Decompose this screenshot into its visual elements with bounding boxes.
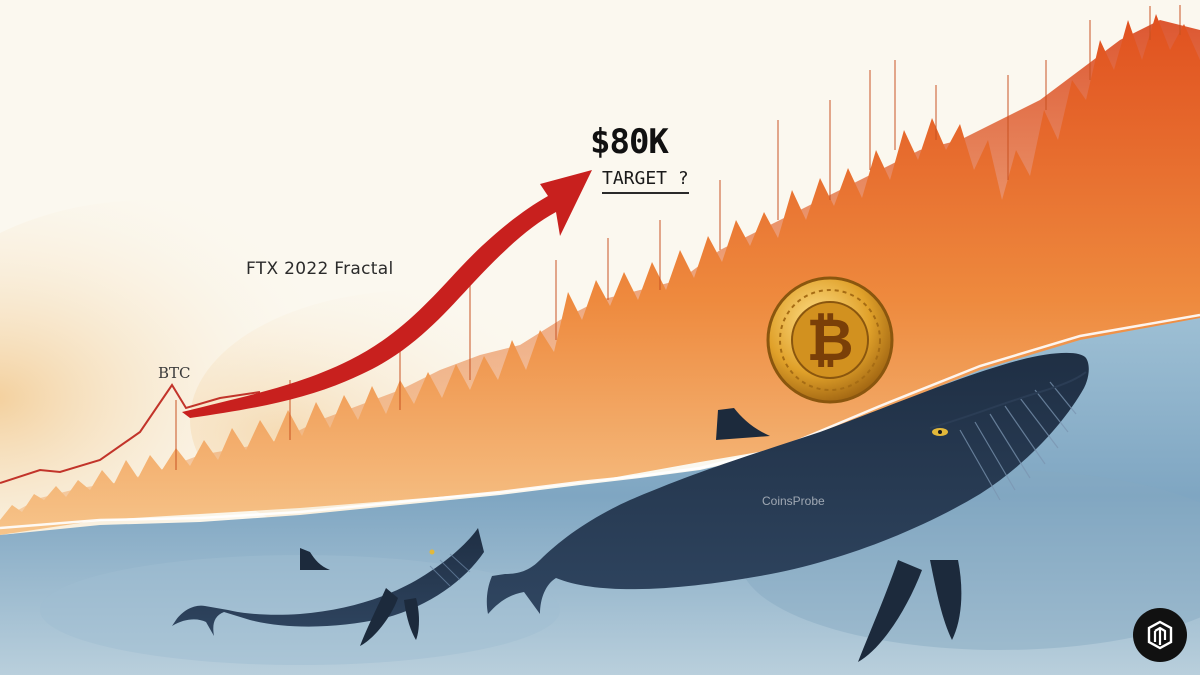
water-surface-line: [0, 313, 1200, 530]
svg-text:₿: ₿: [806, 306, 853, 374]
red-up-arrow: [182, 170, 592, 418]
fractal-label: FTX 2022 Fractal: [246, 259, 394, 279]
watermark: CoinsProbe: [762, 494, 825, 508]
btc-line: [0, 383, 261, 484]
water-wash: [40, 555, 560, 665]
coinsprobe-logo-icon[interactable]: [1133, 608, 1187, 662]
bitcoin-coin-icon: ₿: [766, 276, 894, 404]
target-label: TARGET ?: [602, 168, 689, 194]
price-target-label: $80K: [590, 122, 669, 162]
large-whale: [486, 352, 1089, 662]
btc-label: BTC: [158, 364, 191, 382]
small-whale: [172, 528, 484, 646]
logo-glyph: [1147, 620, 1173, 650]
